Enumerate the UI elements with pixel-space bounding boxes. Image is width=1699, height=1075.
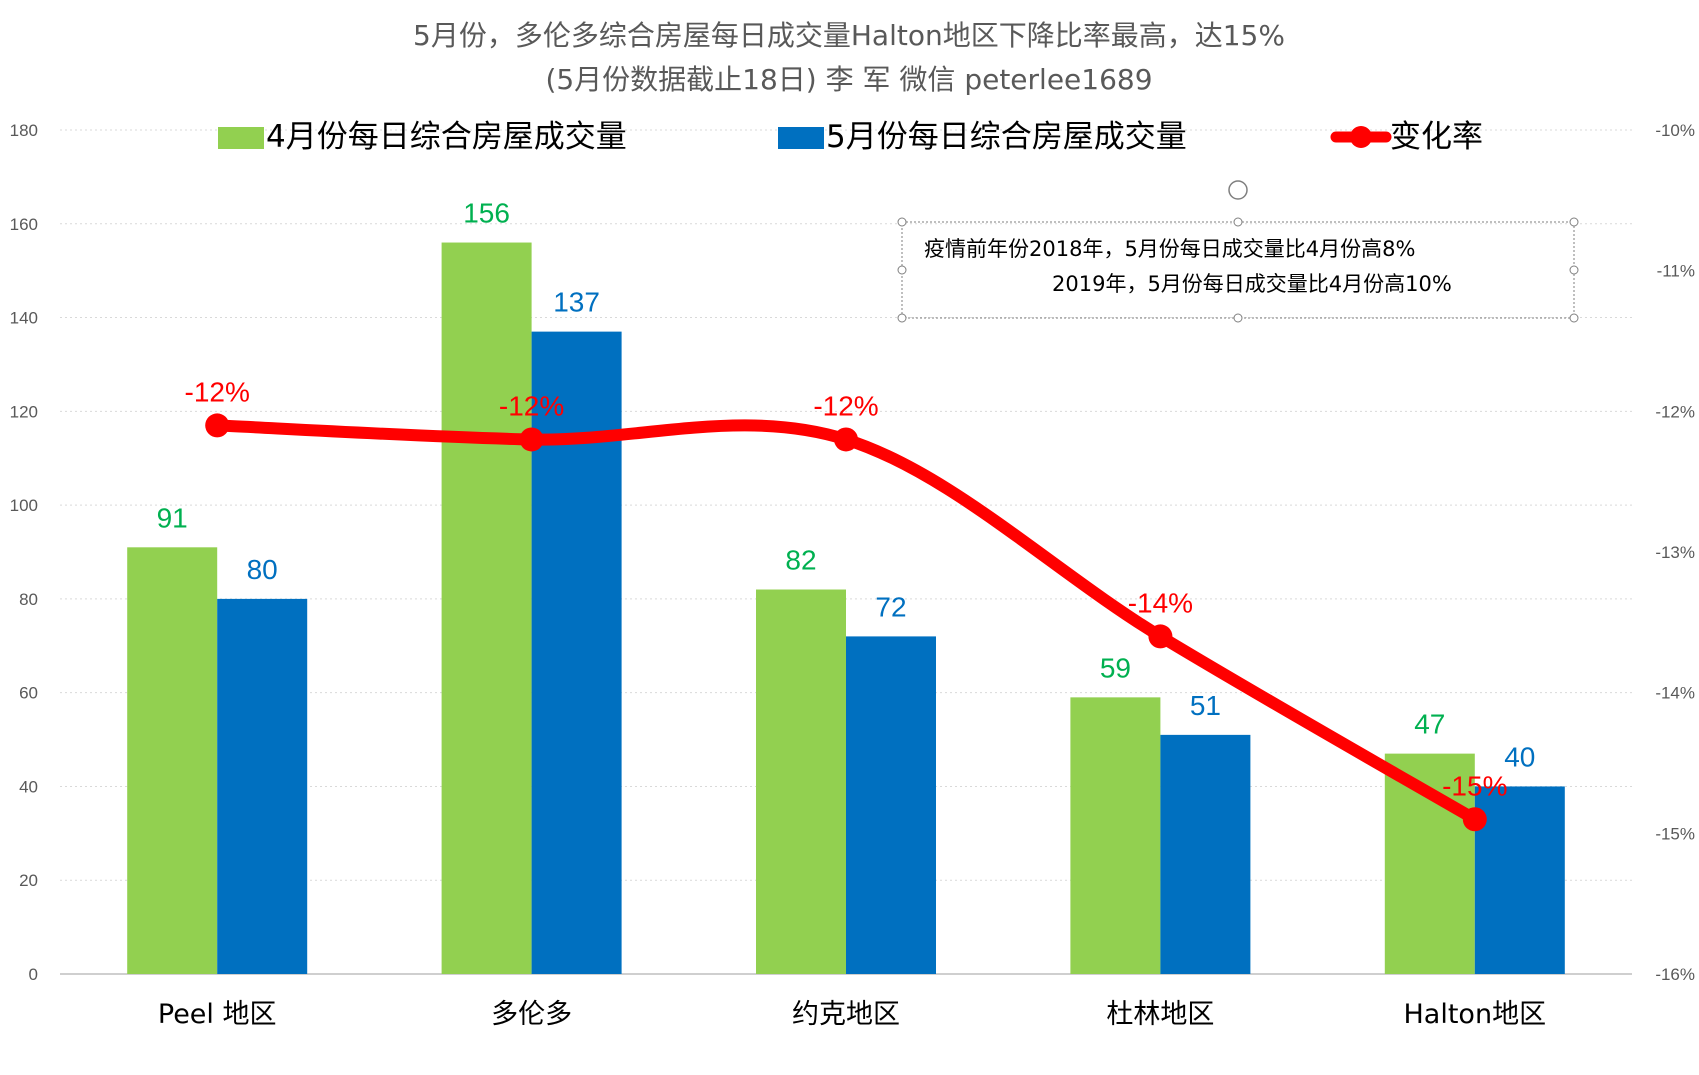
data-labels: 91 156 82 59 47 80 137 72 51 40 -12% -12% -12% -14% -1…	[157, 198, 1536, 802]
change-rate-label: -15%	[1442, 770, 1507, 801]
annotation-line-1: 疫情前年份2018年，5月份每日成交量比4月份高8%	[924, 237, 1415, 261]
bar	[441, 242, 532, 975]
bar	[1474, 786, 1565, 974]
resize-handle	[1569, 217, 1579, 227]
legend-marker-change-rate	[1350, 126, 1372, 148]
left-axis-tick-label: 80	[19, 590, 38, 609]
bar-value-label: 59	[1100, 652, 1131, 683]
change-rate-point	[1148, 624, 1173, 649]
bar	[846, 636, 936, 974]
resize-handle	[897, 313, 907, 323]
bar-value-label: 40	[1504, 741, 1535, 772]
left-axis-tick-label: 180	[10, 121, 38, 140]
change-rate-line	[205, 413, 1487, 832]
legend-label-change-rate: 变化率	[1390, 119, 1483, 155]
right-axis-tick-label: -16%	[1655, 965, 1695, 984]
category-label: 多伦多	[491, 999, 572, 1030]
bars	[127, 242, 1565, 975]
legend-swatch-may	[778, 127, 824, 149]
legend: 4月份每日综合房屋成交量 5月份每日综合房屋成交量 变化率	[218, 119, 1483, 155]
change-rate-point	[1462, 807, 1487, 832]
category-label: Halton地区	[1404, 999, 1547, 1030]
bar-value-label: 80	[247, 554, 278, 585]
bar	[127, 547, 218, 974]
left-axis-tick-label: 160	[10, 215, 38, 234]
right-axis-tick-label: -13%	[1655, 543, 1695, 562]
right-axis-tick-label: -12%	[1655, 402, 1695, 421]
left-axis-tick-label: 0	[29, 965, 38, 984]
left-axis-tick-label: 120	[10, 402, 38, 421]
change-rate-point	[205, 413, 230, 438]
bar	[756, 589, 846, 974]
change-rate-label: -12%	[499, 390, 564, 421]
right-axis: -16% -15% -14% -13% -12% -11% -10%	[1655, 121, 1695, 984]
change-rate-label: -14%	[1128, 587, 1193, 618]
left-axis-tick-label: 40	[19, 777, 38, 796]
legend-label-april: 4月份每日综合房屋成交量	[266, 119, 627, 155]
bar-value-label: 156	[463, 198, 510, 229]
chart-subtitle: (5月份数据截止18日) 李 军 微信 peterlee1689	[545, 63, 1152, 96]
category-label: 杜林地区	[1106, 999, 1214, 1030]
bar-value-label: 47	[1414, 709, 1445, 740]
left-axis-tick-label: 20	[19, 871, 38, 890]
annotation-line-2: 2019年，5月份每日成交量比4月份高10%	[1052, 272, 1452, 296]
legend-swatch-april	[218, 127, 264, 149]
category-label: Peel 地区	[158, 999, 277, 1030]
change-rate-point	[519, 427, 544, 452]
gridlines	[60, 129, 1632, 975]
bar	[531, 331, 622, 975]
bar-value-label: 72	[875, 591, 906, 622]
bar-value-label: 91	[157, 502, 188, 533]
left-axis-tick-label: 60	[19, 684, 38, 703]
bar	[1160, 734, 1251, 974]
annotation-box: 疫情前年份2018年，5月份每日成交量比4月份高8% 2019年，5月份每日成交…	[897, 180, 1579, 323]
right-axis-tick-label: -11%	[1657, 262, 1695, 281]
left-axis-tick-label: 140	[10, 309, 38, 328]
change-rate-point	[834, 427, 858, 452]
resize-handle	[1569, 313, 1579, 323]
change-rate-label: -12%	[185, 376, 250, 407]
left-axis: 0 20 40 60 80 100 120 140 160 180	[10, 121, 38, 984]
resize-handle	[897, 217, 907, 227]
legend-label-may: 5月份每日综合房屋成交量	[826, 119, 1187, 155]
right-axis-tick-label: -15%	[1655, 824, 1695, 843]
category-axis: Peel 地区 多伦多 约克地区 杜林地区 Halton地区	[158, 999, 1546, 1030]
bar	[1070, 697, 1161, 974]
right-axis-tick-label: -14%	[1655, 684, 1695, 703]
change-rate-label: -12%	[813, 390, 878, 421]
chart-title: 5月份，多伦多综合房屋每日成交量Halton地区下降比率最高，达15%	[413, 19, 1285, 52]
right-axis-tick-label: -10%	[1655, 121, 1695, 140]
bar-value-label: 51	[1190, 690, 1221, 721]
resize-handle	[1233, 217, 1243, 227]
bar-value-label: 137	[553, 287, 600, 318]
resize-handle	[1233, 313, 1243, 323]
resize-handle	[1569, 265, 1579, 275]
category-label: 约克地区	[792, 999, 900, 1030]
left-axis-tick-label: 100	[10, 496, 38, 515]
bar-value-label: 82	[785, 545, 816, 576]
rotate-handle	[1228, 180, 1248, 200]
bar	[217, 598, 308, 974]
resize-handle	[897, 265, 907, 275]
